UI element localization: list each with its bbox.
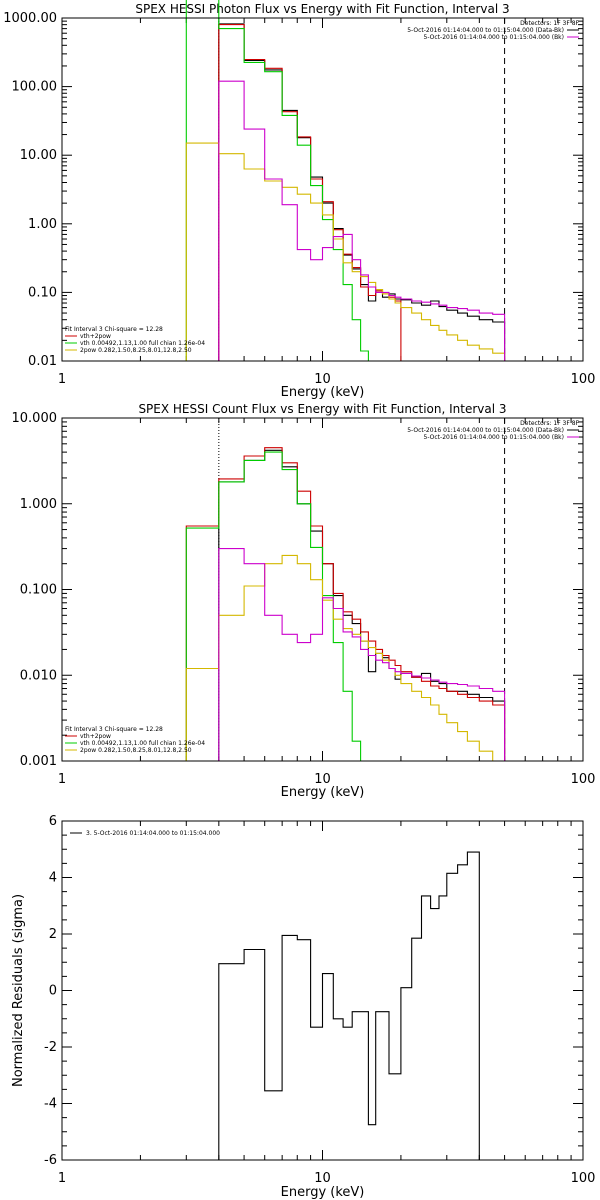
y-tick-label: 6: [49, 814, 57, 829]
count-flux-chart: SPEX HESSI Count Flux vs Energy with Fit…: [12, 402, 596, 800]
plot-frame: [61, 820, 584, 1161]
y-tick-label: 10.000: [12, 411, 58, 426]
legend-entry: vth 0.00492,1.13,1.00 full chian 1.26e-0…: [80, 740, 205, 747]
legend-entry: 2pow 0.282,1.50,8.25,8.01,12.8,2.50: [80, 747, 192, 754]
series-line: [218, 449, 506, 761]
y-tick-label: 100.00: [12, 80, 58, 95]
series-line: [218, 24, 402, 361]
legend-entry: 2pow 0.282,1.50,8.25,8.01,12.8,2.50: [80, 347, 192, 354]
residuals-chart: Energy (keV) Normalized Residuals (sigma)…: [11, 814, 596, 1200]
legend-bottom: Fit Interval 3 Chi-square = 12.28vth+2po…: [65, 726, 205, 754]
series-line: [218, 23, 506, 361]
y-tick-label: 0: [49, 984, 57, 999]
y-tick-label: 10.00: [20, 148, 57, 163]
y-axis: 0.01 0.10 1.00 10.00 100.00 1000.00: [3, 11, 583, 369]
x-tick-label: 1: [58, 372, 66, 387]
y-tick-label: 0.10: [28, 285, 57, 300]
y-tick-label: 0.001: [20, 754, 57, 769]
x-axis-label: Energy (keV): [281, 385, 365, 400]
series-line: [218, 851, 480, 1160]
x-axis-label: Energy (keV): [281, 1185, 365, 1200]
x-tick-label: 100: [571, 372, 596, 387]
x-tick-label: 100: [571, 1171, 596, 1186]
chart-title: SPEX HESSI Photon Flux vs Energy with Fi…: [135, 2, 509, 16]
chart-title: SPEX HESSI Count Flux vs Energy with Fit…: [138, 402, 506, 416]
legend-top: Detectors: 1F 3F 8F5-Oct-2016 01:14:04.0…: [407, 420, 579, 441]
x-tick-label: 10: [314, 1171, 331, 1186]
y-tick-label: -4: [44, 1097, 57, 1112]
legend-title: Detectors: 1F 3F 8F: [520, 20, 579, 27]
plot-frame: [61, 17, 584, 362]
y-tick-label: 1.000: [20, 497, 57, 512]
legend-title: Fit Interval 3 Chi-square = 12.28: [65, 726, 163, 733]
legend-entry: 3. 5-Oct-2016 01:14:04.000 to 01:15:04.0…: [86, 830, 220, 837]
series-line: [185, 142, 506, 361]
y-tick-label: -6: [44, 1153, 57, 1168]
series-line: [185, 0, 376, 362]
legend-entry: 5-Oct-2016 01:14:04.000 to 01:15:04.000 …: [424, 434, 565, 441]
y-axis-label: Normalized Residuals (sigma): [11, 894, 26, 1087]
y-tick-label: 4: [49, 871, 57, 886]
legend-entry: 5-Oct-2016 01:14:04.000 to 01:15:04.000 …: [424, 34, 565, 41]
legend-entry: vth 0.00492,1.13,1.00 full chian 1.26e-0…: [80, 340, 205, 347]
series-group: [185, 0, 506, 362]
legend-title: Detectors: 1F 3F 8F: [520, 420, 579, 427]
legend-entry: 5-Oct-2016 01:14:04.000 to 01:15:04.000 …: [407, 427, 564, 434]
series-line: [185, 447, 506, 761]
series-line: [185, 451, 369, 762]
y-tick-label: 0.100: [20, 583, 57, 598]
y-axis: -6 -4 -2 0 2 4 6: [44, 814, 583, 1168]
x-tick-label: 100: [571, 772, 596, 787]
y-tick-label: 1000.00: [3, 11, 57, 26]
y-tick-label: 1.00: [28, 217, 57, 232]
photon-flux-chart: SPEX HESSI Photon Flux vs Energy with Fi…: [3, 0, 596, 400]
x-tick-label: 10: [314, 372, 331, 387]
legend-entry: 5-Oct-2016 01:14:04.000 to 01:15:04.000 …: [407, 27, 564, 34]
x-tick-label: 1: [58, 772, 66, 787]
y-tick-label: -2: [44, 1040, 57, 1055]
x-axis: 1 10 100: [58, 821, 596, 1186]
y-tick-label: 0.01: [28, 354, 57, 369]
legend-title: Fit Interval 3 Chi-square = 12.28: [65, 326, 163, 333]
series-line: [218, 548, 506, 761]
y-tick-label: 0.010: [20, 668, 57, 683]
x-tick-label: 10: [314, 772, 331, 787]
series-line: [218, 80, 506, 361]
x-axis-label: Energy (keV): [281, 785, 365, 800]
y-axis: 0.001 0.010 0.100 1.000 10.000: [12, 411, 583, 769]
series-line: [185, 554, 535, 762]
y-tick-label: 2: [49, 927, 57, 942]
legend-bottom: Fit Interval 3 Chi-square = 12.28vth+2po…: [65, 326, 205, 354]
legend-entry: vth+2pow: [80, 733, 111, 740]
x-tick-label: 1: [58, 1171, 66, 1186]
series-group: [218, 851, 480, 1160]
legend-entry: vth+2pow: [80, 333, 111, 340]
legend-top: 3. 5-Oct-2016 01:14:04.000 to 01:15:04.0…: [70, 830, 220, 837]
legend-top: Detectors: 1F 3F 8F5-Oct-2016 01:14:04.0…: [407, 20, 579, 41]
series-group: [185, 447, 535, 762]
plot-frame: [61, 417, 584, 762]
